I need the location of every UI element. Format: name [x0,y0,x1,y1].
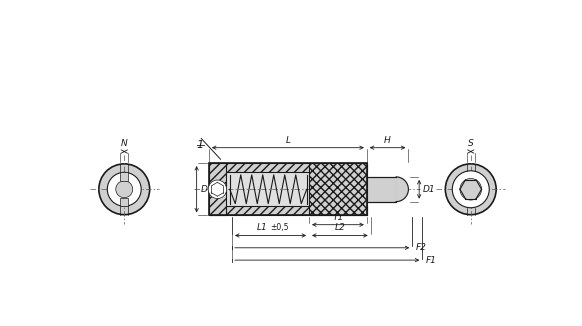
Bar [120,172,128,181]
Bar [209,163,367,172]
Bar [309,163,367,215]
Text: 1: 1 [196,140,203,150]
Text: F1: F1 [425,256,436,265]
Circle shape [445,164,496,215]
Circle shape [452,171,489,208]
Bar [367,177,396,201]
Text: D1: D1 [423,185,436,194]
Bar [209,172,367,206]
Polygon shape [396,177,409,201]
Bar [120,198,128,206]
Text: F2: F2 [416,243,426,252]
Text: L: L [285,136,290,145]
Text: ±0,5: ±0,5 [271,223,289,231]
Text: H: H [384,136,391,145]
Text: S: S [468,140,474,148]
Circle shape [460,179,481,200]
Text: T1: T1 [332,213,343,222]
Circle shape [116,181,133,198]
Text: L1: L1 [257,223,268,231]
Bar [209,163,367,215]
Text: N: N [121,140,127,148]
Bar [209,163,226,215]
Circle shape [99,164,150,215]
Circle shape [107,172,141,206]
Text: D: D [200,185,207,194]
Text: L2: L2 [335,223,345,231]
Circle shape [208,180,226,199]
Bar [209,206,367,215]
